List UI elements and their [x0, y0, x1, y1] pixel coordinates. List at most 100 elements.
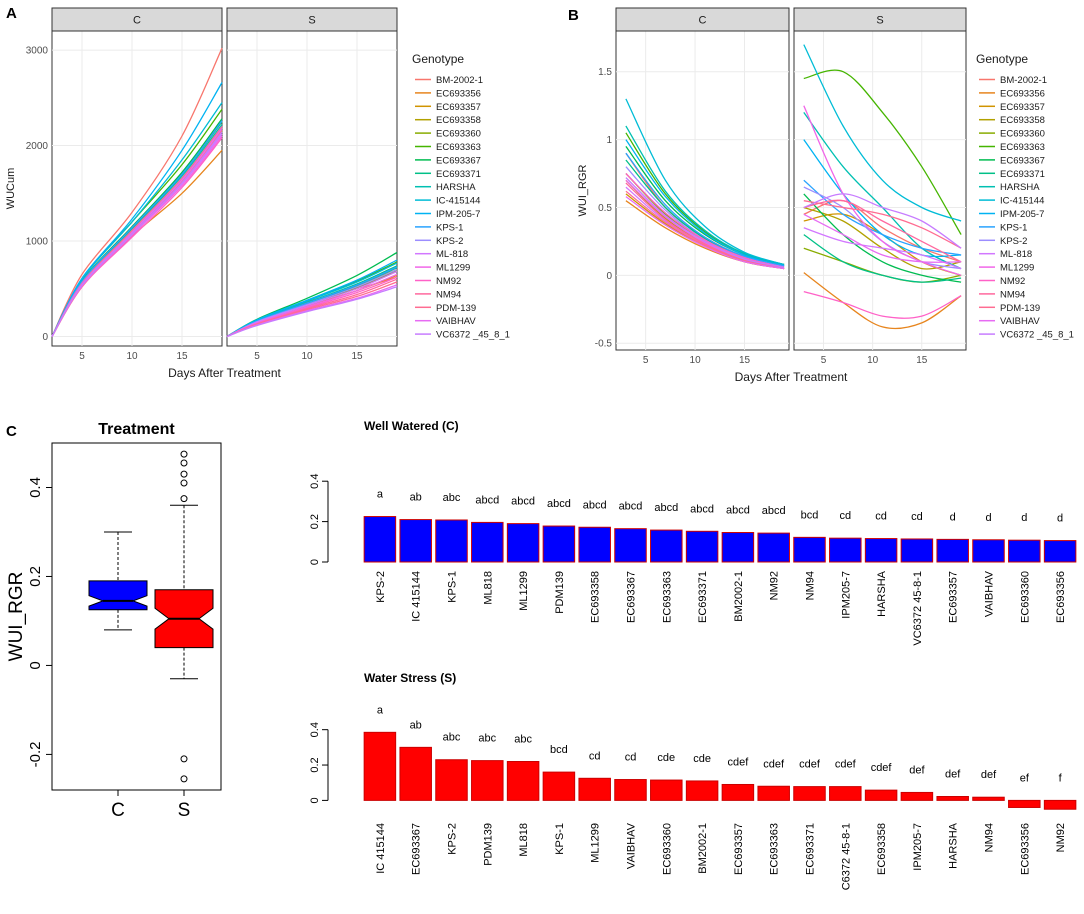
bar — [721, 783, 755, 801]
bar — [900, 538, 934, 563]
category-label: EC693367 — [626, 571, 638, 623]
series-line-s — [803, 69, 962, 235]
x-tick-label: C — [111, 800, 125, 821]
outlier-point — [180, 479, 188, 487]
legend-label: EC693358 — [1000, 115, 1045, 126]
panel-b-facet-c: C — [615, 7, 790, 351]
x-tick-label: 15 — [916, 355, 928, 366]
panel-label-c: C — [6, 423, 17, 440]
category-label: ML818 — [482, 571, 494, 605]
water-stress-axes: 0 0.2 0.4 — [309, 722, 329, 803]
bar — [542, 525, 576, 563]
series-line-s — [803, 105, 962, 276]
panel-a-facet-s: S — [226, 7, 398, 347]
category-label: EC693360 — [661, 823, 673, 875]
bar — [578, 526, 611, 563]
panel-a-facet-c-lines — [51, 47, 223, 337]
series-line-c — [625, 173, 785, 268]
outlier-point — [180, 459, 188, 467]
legend-label: KPS-2 — [436, 236, 463, 247]
legend-label: VAIBHAV — [1000, 316, 1040, 327]
y-tick-label: 0 — [606, 271, 612, 282]
legend-label: IC-415144 — [436, 196, 480, 207]
series-line-s — [803, 199, 962, 263]
boxplot-boxes — [88, 450, 214, 783]
category-label: EC693357 — [948, 571, 960, 623]
legend-label: EC693360 — [1000, 129, 1045, 140]
y-tick-label: 0.2 — [27, 566, 44, 587]
significance-letter: a — [377, 489, 384, 501]
legend-label: BM-2002-1 — [436, 75, 483, 86]
legend-label: VC6372 _45_8_1 — [436, 330, 510, 341]
panel-label-b: B — [568, 7, 579, 24]
bar — [399, 746, 432, 801]
legend-label: ML1299 — [436, 263, 470, 274]
significance-letter: bcd — [550, 744, 568, 756]
bar — [900, 791, 934, 801]
y-tick-label: 0 — [27, 661, 44, 669]
y-tick-label: 0.4 — [309, 722, 321, 737]
legend-label: EC693363 — [1000, 142, 1045, 153]
well-watered-title: Well Watered (C) — [364, 419, 459, 433]
legend-label: IPM-205-7 — [436, 209, 480, 220]
panel-a-facet-c-background — [51, 30, 223, 347]
category-label: NM94 — [984, 823, 996, 852]
significance-letter: d — [1057, 513, 1063, 525]
legend-label: NM92 — [436, 276, 461, 287]
series-line-s — [803, 193, 962, 283]
x-tick-label: S — [178, 800, 191, 821]
bar — [793, 786, 826, 801]
panel-b-axes: 5 10 15 5 10 15 -0.5 0 0.5 1 1.5 — [595, 67, 928, 366]
significance-letter: cdef — [763, 758, 785, 770]
y-tick-label: 0.5 — [598, 203, 612, 214]
bar — [793, 536, 826, 563]
category-label: IPM205-7 — [912, 823, 924, 871]
y-tick-label: 3000 — [26, 46, 49, 57]
x-tick-label: 10 — [690, 355, 702, 366]
bar — [506, 523, 540, 563]
x-tick-label: 5 — [643, 355, 649, 366]
significance-letter: abcd — [619, 501, 643, 513]
y-tick-label: -0.2 — [27, 741, 44, 767]
significance-letter: cdef — [728, 756, 750, 768]
panel-b-facet-s-strip — [793, 7, 967, 32]
category-label: NM92 — [1055, 823, 1067, 852]
category-label: HARSHA — [876, 570, 888, 617]
category-label: EC693371 — [805, 823, 817, 875]
well-watered-bar-chart: Well Watered (C) 0 0.2 0.4 a KPS-2 ab IC 4151… — [309, 419, 1077, 646]
panel-a-facet-c: C — [51, 7, 223, 347]
category-label: VAIBHAV — [626, 822, 638, 869]
category-label: IC 415144 — [411, 571, 423, 622]
x-tick-label: 10 — [301, 351, 313, 362]
x-tick-label: 10 — [126, 351, 138, 362]
significance-letter: cdef — [835, 759, 857, 771]
bar — [650, 529, 683, 563]
category-label: ML1299 — [518, 571, 530, 611]
bar — [578, 777, 611, 801]
legend-label: EC693357 — [1000, 102, 1045, 113]
category-label: ML1299 — [590, 823, 602, 863]
y-tick-label: 0.2 — [309, 757, 321, 772]
series-line-c — [625, 139, 785, 267]
legend-label: EC693356 — [436, 88, 481, 99]
series-line-c — [51, 82, 223, 337]
bar — [363, 516, 397, 563]
significance-letter: abc — [443, 492, 461, 504]
category-label: EC693360 — [1019, 571, 1031, 623]
boxplot-title: Treatment — [98, 421, 175, 438]
panel-a-legend: Genotype BM-2002-1 EC693356 EC693357 EC6933… — [412, 52, 510, 341]
panel-label-a: A — [6, 5, 17, 22]
legend-label: PDM-139 — [436, 303, 476, 314]
outlier-point — [180, 470, 188, 478]
significance-letter: abcd — [475, 494, 499, 506]
boxplot-y-axis-title: WUI_RGR — [6, 572, 27, 662]
series-line-s — [803, 200, 962, 249]
significance-letter: bcd — [801, 509, 819, 521]
x-tick-label: 15 — [739, 355, 751, 366]
significance-letter: def — [981, 769, 997, 781]
legend-label: PDM-139 — [1000, 303, 1040, 314]
significance-letter: cd — [911, 511, 923, 523]
bar — [471, 521, 504, 563]
bar — [650, 779, 683, 801]
significance-letter: cde — [657, 752, 675, 764]
